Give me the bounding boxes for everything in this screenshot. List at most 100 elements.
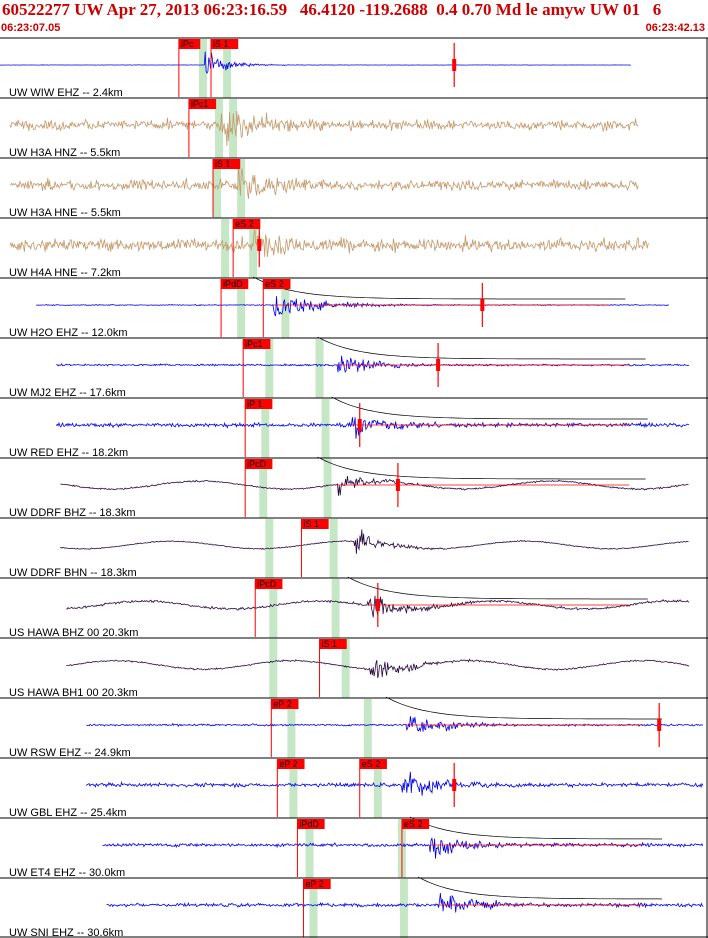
waveform-trace [55,417,690,439]
station-label: UW DDRF BHZ -- 18.3km [9,507,136,519]
phase-window [287,699,296,758]
phase-pick: eP 2 [276,759,305,817]
phase-pick-box [255,579,283,589]
coda-curve [347,576,648,600]
end-time-label: 06:23:42.13 [645,22,705,34]
phase-pick: iPdD [220,279,249,337]
station-label: US HAWA BH1 00 20.3km [9,687,138,699]
station-label: UW H3A HNZ -- 5.5km [9,147,120,159]
phase-pick: eS 2 [262,279,291,337]
phase-window [399,879,408,938]
coda-curve [253,276,626,300]
phase-pick: iS 1 [319,639,347,697]
phase-pick-label: iPc1 [245,339,263,349]
phase-pick-label: eS 2 [362,759,381,769]
station-label: UW RSW EHZ -- 24.9km [9,747,131,759]
phase-window [331,579,340,638]
phase-pick-box [301,519,329,529]
waveform-trace [9,165,639,199]
phase-pick: eS 2 [232,219,261,277]
phase-pick-box [243,339,271,349]
phase-pick-label: eP 2 [279,759,297,769]
phase-pick-box [271,699,299,709]
phase-window [305,819,314,878]
station-label: US HAWA BHZ 00 20.3km [9,627,138,639]
phase-pick-box [233,219,261,229]
phase-window [269,579,278,638]
phase-pick-box [245,459,273,469]
phase-window [265,339,274,398]
phase-window [315,339,324,398]
phase-window [237,159,246,218]
phase-pick-label: iPdD [299,819,319,829]
amplitude-marker-box [452,59,457,71]
phase-window [223,39,232,98]
phase-window [269,639,278,698]
waveform-trace [66,658,690,679]
phase-pick-box [188,99,217,109]
phase-pick: eP 2 [302,879,331,937]
phase-pick: iPc1 [188,99,217,157]
window-layer [198,39,408,938]
phase-pick-label: eS 2 [265,279,284,289]
phase-window [321,399,330,458]
amplitude-marker-box [357,419,362,431]
phase-window [329,519,338,578]
amplitude-marker-box [395,479,400,491]
phase-pick-label: iS 1 [213,39,229,49]
phase-pick-box [211,39,239,49]
phase-pick-box [303,879,331,889]
waveform-trace [56,355,689,374]
station-label: UW GBL EHZ -- 25.4km [9,807,127,819]
station-label: UW RED EHZ -- 18.2km [9,447,128,459]
coda-curve [409,816,663,840]
phase-window [213,159,222,218]
coda-curve [317,456,646,480]
waveform-trace [9,110,639,146]
phase-pick-label: iPcD [247,459,267,469]
phase-pick: eS 2 [401,819,430,877]
phase-pick: iP 1 [244,399,273,457]
station-label: UW DDRF BHN -- 18.3km [9,567,137,579]
phase-window [259,459,268,518]
phase-pick-label: iS 1 [303,519,319,529]
phase-pick-label: eS 2 [235,219,254,229]
phase-pick-box [401,819,430,829]
phase-pick-label: iPdD [223,279,243,289]
phase-pick: iPdD [296,819,325,877]
amplitude-marker-box [480,299,485,311]
waveform-trace [86,716,704,733]
amplitude-marker-box [657,719,662,731]
phase-pick-label: iP 1 [247,399,262,409]
amplitude-marker-box [436,359,441,371]
phase-window [323,459,332,518]
phase-pick: iS 1 [212,159,241,217]
station-label: UW SNI EHZ -- 30.6km [9,927,123,938]
phase-window [237,279,246,338]
phase-pick: iPcD [244,459,273,517]
phase-window [341,639,350,698]
waveform-trace [86,771,704,796]
station-label: UW ET4 EHZ -- 30.0km [9,867,125,879]
phase-window [229,99,238,158]
phase-pick: iPc1 [242,339,271,397]
trace-layer [0,51,704,913]
coda-curve [385,696,662,720]
phase-pick-box [297,819,325,829]
phase-pick: iPcD [254,579,283,637]
phase-window [249,219,258,278]
waveform-trace [0,51,631,74]
station-label: UW H3A HNE -- 5.5km [9,207,121,219]
phase-window [309,879,318,938]
station-label: UW WIW EHZ -- 2.4km [9,87,123,99]
phase-pick-box [178,39,201,49]
phase-pick-label: iS 1 [215,159,231,169]
phase-pick-box [213,159,241,169]
phase-pick: iS 1 [210,39,239,97]
event-title: 60522277 UW Apr 27, 2013 06:23:16.59 46.… [2,0,662,19]
amplitude-marker-box [257,239,262,251]
coda-curve [417,876,663,900]
label-layer: UW WIW EHZ -- 2.4km UW H3A HNZ -- 5.5km UW… [0,37,708,938]
phase-pick-label: eP 2 [305,879,323,889]
plot-header: 60522277 UW Apr 27, 2013 06:23:16.59 46.… [0,0,708,38]
